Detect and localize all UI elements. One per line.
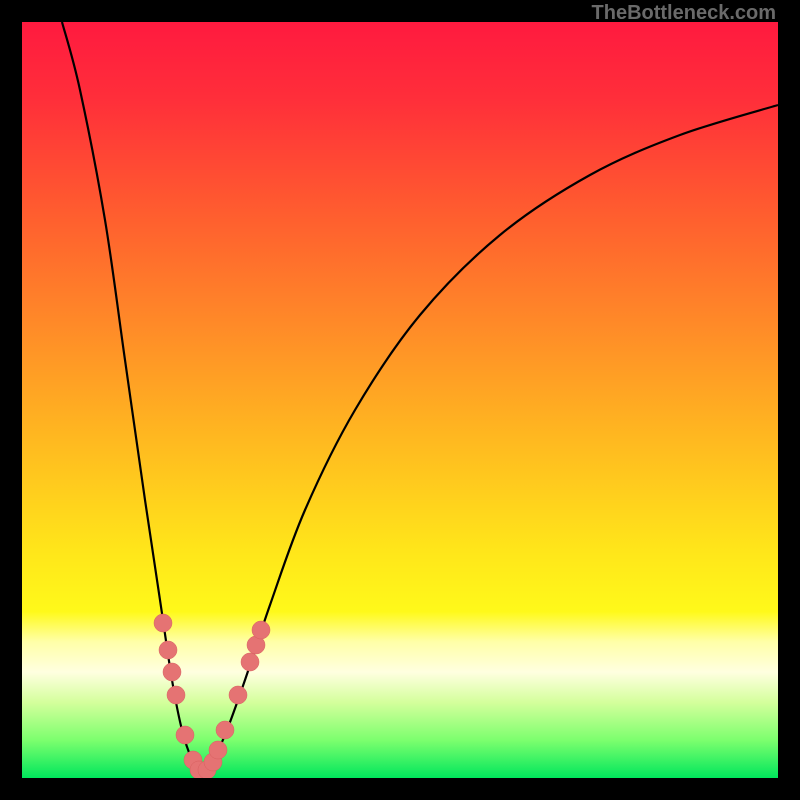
border-frame — [0, 0, 800, 800]
watermark-text: TheBottleneck.com — [592, 2, 776, 25]
chart-container: TheBottleneck.com — [0, 0, 800, 800]
